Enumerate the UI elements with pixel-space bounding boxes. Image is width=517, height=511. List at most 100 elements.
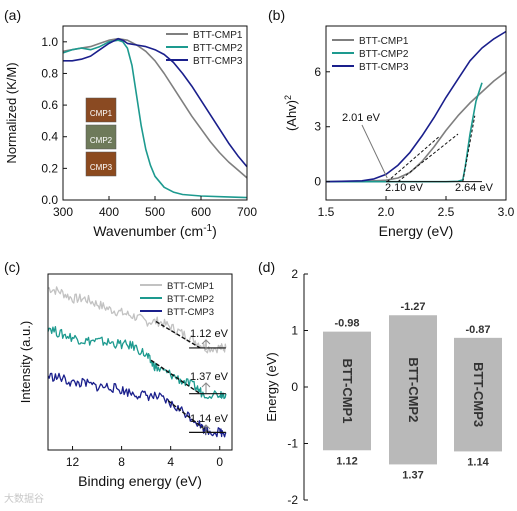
- series-line: [325, 30, 507, 183]
- y-tick-label: 0.2: [41, 161, 58, 175]
- panel-b: (b) 1.5 2.0 2.5 3.0 0 3 6 Energy (eV) (Ahv)2 BTT-C…: [268, 7, 515, 239]
- y-tick-label: 0.4: [41, 130, 58, 144]
- tangent-line: [167, 400, 210, 433]
- band-top-value: -0.98: [334, 318, 359, 330]
- band-bar: [323, 331, 371, 451]
- legend-label: BTT-CMP1: [167, 281, 214, 292]
- watermark-text: 大数据谷: [4, 494, 44, 505]
- sample-photo-label: CMP1: [90, 109, 113, 118]
- band-bottom-value: 1.14: [467, 456, 489, 468]
- annotation: 1.12 eV: [190, 328, 229, 340]
- x-tick-label: 12: [66, 455, 80, 469]
- y-tick-label: 0: [314, 175, 321, 189]
- annotation: 2.64 eV: [455, 182, 494, 194]
- series-line: [62, 37, 248, 179]
- plot-frame: [47, 273, 233, 451]
- legend-label: BTT-CMP1: [359, 36, 409, 47]
- y-tick-label: 0.6: [41, 98, 58, 112]
- x-tick-label: 3.0: [498, 205, 515, 219]
- y-tick-label: 1.0: [41, 35, 58, 49]
- legend-label: BTT-CMP3: [167, 307, 214, 318]
- y-tick-label: -2: [287, 493, 298, 507]
- x-tick-label: 0: [216, 455, 223, 469]
- y-tick-label: 0.8: [41, 66, 58, 80]
- sample-photo-label: CMP3: [90, 163, 113, 172]
- x-tick-label: 8: [118, 455, 125, 469]
- tangent-line: [155, 320, 201, 349]
- tangent-line: [386, 135, 441, 183]
- y-tick-label: 0.0: [41, 193, 58, 207]
- x-tick-label: 2.0: [378, 205, 395, 219]
- panel-label: (d): [258, 259, 275, 275]
- band-label: BTT-CMP1: [340, 358, 355, 423]
- plot-frame: [325, 25, 507, 201]
- panel-label: (a): [4, 7, 21, 23]
- x-tick-label: 1.5: [318, 205, 335, 219]
- band-bottom-value: 1.37: [402, 469, 423, 481]
- y-tick-label: 2: [291, 267, 298, 281]
- series-line: [47, 286, 227, 354]
- tangent-line: [462, 115, 476, 182]
- y-axis-label: Energy (eV): [264, 352, 279, 421]
- x-tick-label: 4: [167, 455, 174, 469]
- panel-c: (c) 12 8 4 0 Binding energy (eV) Intensity (a.…: [4, 259, 233, 489]
- tangent-line: [150, 359, 201, 395]
- band-label: BTT-CMP2: [406, 357, 421, 422]
- annotation-arrow: [201, 339, 211, 350]
- legend-label: BTT-CMP2: [167, 294, 214, 305]
- series-line: [47, 325, 227, 400]
- y-tick-label: -1: [287, 437, 298, 451]
- band-bar: [389, 315, 437, 465]
- series-line: [63, 37, 248, 168]
- x-tick-label: 700: [237, 205, 257, 219]
- band-bar: [454, 337, 502, 452]
- x-tick-label: 400: [99, 205, 119, 219]
- band-top-value: -0.87: [465, 324, 490, 336]
- panel-a: (a) 300 400 500 600 700 0.0 0.2 0.4 0.6 0.8 1.0 Wave…: [4, 7, 257, 239]
- annotation: 2.10 eV: [385, 182, 424, 194]
- x-tick-label: 500: [145, 205, 165, 219]
- sample-photo: [85, 97, 117, 123]
- panel-label: (b): [268, 7, 285, 23]
- panel-label: (c): [4, 259, 20, 275]
- y-tick-label: 0: [291, 380, 298, 394]
- annotation: 1.14 eV: [190, 413, 229, 425]
- panel-d: (d) BTT-CMP1 -0.98 1.12 BTT-CMP2 -1.27 1.37 BTT…: [258, 259, 502, 507]
- sample-photo: [85, 124, 117, 150]
- x-tick-label: 2.5: [438, 205, 455, 219]
- band-label: BTT-CMP3: [471, 362, 486, 427]
- x-axis-label: Binding energy (eV): [78, 473, 202, 489]
- annotation: 1.37 eV: [190, 371, 229, 383]
- y-axis-label: Intensity (a.u.): [18, 321, 33, 403]
- x-axis-label-end: ): [212, 223, 217, 239]
- y-axis-label-main: (Ahv): [284, 100, 299, 131]
- y-tick-label: 1: [291, 324, 298, 338]
- x-axis-label-superscript: -1: [203, 223, 212, 234]
- y-tick-label: 3: [314, 120, 321, 134]
- legend-label: BTT-CMP2: [359, 49, 409, 60]
- x-axis-label: Wavenumber (cm-1): [93, 223, 217, 239]
- x-tick-label: 300: [53, 205, 73, 219]
- annotation-arrow: [201, 424, 211, 435]
- x-tick-label: 600: [191, 205, 211, 219]
- x-axis-label-main: Wavenumber (cm: [93, 223, 203, 239]
- x-axis-label: Energy (eV): [379, 223, 454, 239]
- y-axis-label: Normalized (K/M): [4, 62, 19, 163]
- tangent-line: [397, 133, 459, 183]
- y-axis-label-superscript: 2: [283, 95, 293, 100]
- sample-photo: [85, 151, 117, 177]
- legend-label: BTT-CMP1: [193, 30, 243, 41]
- annotation: 2.01 eV: [342, 112, 381, 124]
- band-bottom-value: 1.12: [336, 455, 357, 467]
- legend-label: BTT-CMP2: [193, 43, 243, 54]
- series-line: [62, 39, 248, 199]
- annotation-arrow: [201, 382, 211, 393]
- annotation-arrow: [361, 124, 388, 179]
- y-axis-label: (Ahv)2: [283, 95, 299, 131]
- legend-label: BTT-CMP3: [193, 56, 243, 67]
- legend-label: BTT-CMP3: [359, 62, 409, 73]
- y-tick-label: 6: [314, 65, 321, 79]
- sample-photo-label: CMP2: [90, 136, 113, 145]
- band-top-value: -1.27: [400, 301, 425, 313]
